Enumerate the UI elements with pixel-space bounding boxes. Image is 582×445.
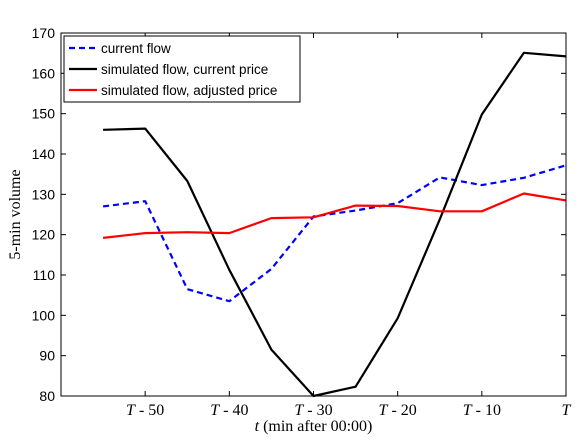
x-tick-label-offset: - 40 bbox=[219, 402, 248, 419]
y-tick-label: 140 bbox=[32, 146, 56, 162]
x-tick-label-offset: - 20 bbox=[387, 402, 416, 419]
y-axis-label: 5-min volume bbox=[7, 169, 24, 259]
x-tick-label: T - 30 bbox=[294, 402, 332, 419]
x-tick-label-variable: T bbox=[562, 402, 572, 419]
x-tick-label-variable: T bbox=[294, 402, 304, 419]
x-tick-label-offset: - 10 bbox=[472, 402, 501, 419]
y-tick-label: 120 bbox=[32, 227, 56, 243]
x-tick-label: T - 10 bbox=[463, 402, 501, 419]
series-layer bbox=[102, 51, 567, 398]
x-axis-label: t (min after 00:00) bbox=[255, 418, 373, 435]
series-line-1 bbox=[103, 51, 567, 398]
x-axis-label-variable: t bbox=[255, 418, 260, 435]
series-line-0 bbox=[102, 164, 567, 303]
y-tick-label: 170 bbox=[32, 25, 56, 41]
y-tick-label: 110 bbox=[33, 267, 56, 283]
legend-label-1: simulated flow, current price bbox=[101, 62, 268, 77]
x-tick-label: T - 50 bbox=[126, 402, 164, 419]
legend: current flow simulated flow, current pric… bbox=[63, 35, 301, 103]
y-tick-label: 160 bbox=[32, 65, 56, 81]
x-axis-label-rest: (min after 00:00) bbox=[259, 418, 372, 435]
x-tick-label-offset: - 30 bbox=[303, 402, 332, 419]
x-tick-label: T - 20 bbox=[379, 402, 417, 419]
plot-frame bbox=[60, 32, 567, 397]
legend-label-0: current flow bbox=[101, 41, 171, 56]
legend-box bbox=[63, 35, 301, 103]
x-tick-label-variable: T bbox=[210, 402, 220, 419]
y-tick-label: 100 bbox=[32, 307, 56, 323]
y-tick-label: 130 bbox=[32, 186, 56, 202]
x-tick-label-variable: T bbox=[379, 402, 389, 419]
x-tick-label-variable: T bbox=[126, 402, 136, 419]
y-tick-label: 90 bbox=[39, 348, 55, 364]
x-tick-label: T bbox=[562, 402, 572, 419]
x-tick-label-offset: - 50 bbox=[135, 402, 164, 419]
y-tick-label: 80 bbox=[39, 388, 55, 404]
y-tick-label: 150 bbox=[32, 106, 56, 122]
series-line-2 bbox=[102, 192, 567, 239]
x-tick-label: T - 40 bbox=[210, 402, 248, 419]
x-tick-label-variable: T bbox=[463, 402, 473, 419]
legend-label-2: simulated flow, adjusted price bbox=[101, 83, 277, 98]
